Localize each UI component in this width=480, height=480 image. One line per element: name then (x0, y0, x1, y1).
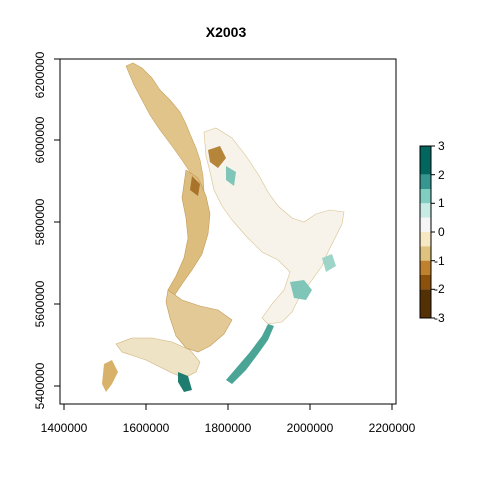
legend-tick-label: 1 (438, 196, 445, 210)
wellington-coast (226, 324, 274, 384)
legend-bin (420, 232, 431, 247)
legend-tick-label: 2 (438, 168, 445, 182)
plot-title: X2003 (206, 24, 247, 40)
bay-of-plenty-wet-patch (226, 166, 236, 186)
south-island-north (115, 337, 201, 379)
legend-tick-label: -3 (434, 311, 445, 325)
legend-tick-label: -2 (434, 282, 445, 296)
legend-bin (420, 275, 431, 290)
legend-bin (420, 289, 431, 318)
x-tick-label: 2000000 (287, 421, 334, 435)
y-axis: 5400000 5600000 5800000 6000000 6200000 (33, 51, 61, 409)
legend-bin (420, 146, 431, 175)
y-tick-label: 5600000 (33, 280, 47, 327)
legend-bin (420, 174, 431, 189)
y-tick-label: 5800000 (33, 198, 47, 245)
terrain-raster (102, 62, 345, 392)
legend-bin (420, 217, 431, 232)
south-island-teal-patch (178, 372, 192, 392)
legend-bin (420, 246, 431, 261)
legend-tick-label: -1 (434, 254, 445, 268)
x-tick-label: 1400000 (41, 421, 88, 435)
northland-dry-hotspot (208, 146, 226, 168)
hawkes-bay-wet-patch (290, 280, 312, 300)
x-tick-label: 1800000 (205, 421, 252, 435)
waikato-region (167, 169, 211, 297)
south-island-west-tip (102, 360, 118, 392)
legend-ticks: 3 2 1 0 -1 -2 -3 (431, 139, 445, 325)
plot-frame (59, 58, 397, 405)
northland-region (125, 62, 205, 201)
y-tick-label: 6200000 (33, 51, 47, 98)
x-tick-label: 2200000 (369, 421, 416, 435)
y-tick-label: 6000000 (33, 116, 47, 163)
x-tick-label: 1600000 (123, 421, 170, 435)
legend-bin (420, 189, 431, 204)
y-tick-label: 5400000 (33, 362, 47, 409)
legend-bin (420, 203, 431, 218)
legend-tick-label: 0 (438, 225, 445, 239)
waikato-dry-hotspot (190, 176, 200, 196)
legend-tick-label: 3 (438, 139, 445, 153)
x-axis: 1400000 1600000 1800000 2000000 2200000 (41, 403, 416, 435)
legend-bin (420, 260, 431, 275)
manawatu-region (165, 289, 233, 353)
gisborne-wet-patch (322, 254, 336, 272)
legend-colorbar (420, 146, 431, 318)
